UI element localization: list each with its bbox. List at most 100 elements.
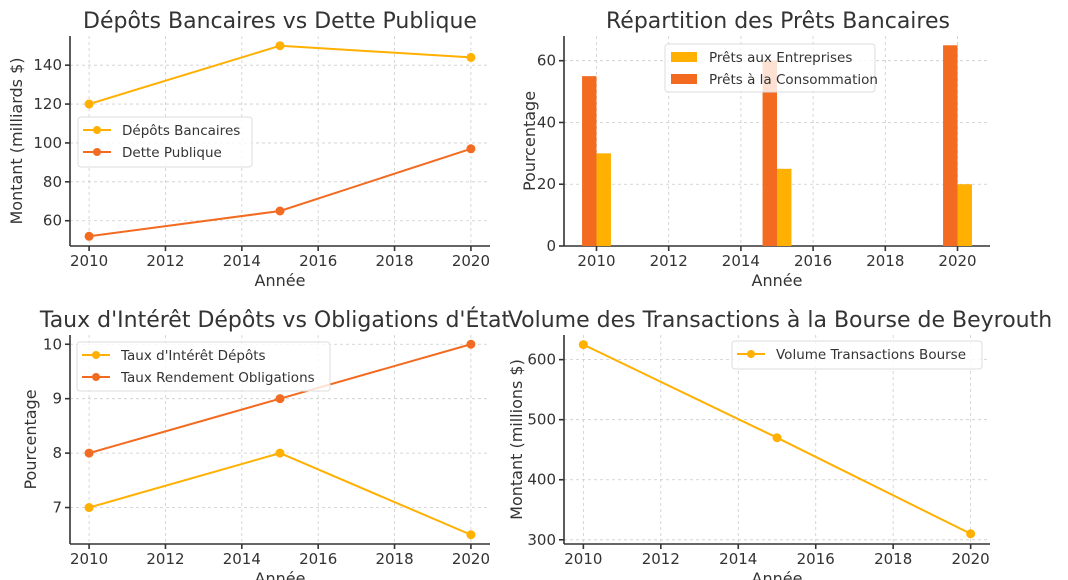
x-tick-label: 2012 [146,252,184,270]
legend-label: Dépôts Bancaires [122,123,240,139]
y-tick-label: 9 [52,390,62,408]
chart-title: Taux d'Intérêt Dépôts vs Obligations d'É… [39,307,511,333]
y-tick-label: 600 [527,351,556,369]
legend: Taux d'Intérêt Dépôts Taux Rendement Obli… [76,341,331,392]
x-tick-label: 2012 [650,252,688,270]
y-axis-label: Pourcentage [520,91,539,191]
x-tick-label: 2020 [452,550,490,568]
legend-marker-icon [92,373,100,381]
x-tick-label: 2016 [797,550,835,568]
data-point [275,206,285,216]
data-point [84,448,94,458]
legend-swatch [671,52,697,62]
legend: Dépôts Bancaires Dette Publique [77,116,253,168]
x-tick-label: 2014 [722,252,760,270]
x-tick-label: 2012 [146,550,184,568]
legend-label: Taux d'Intérêt Dépôts [120,348,266,364]
y-tick-label: 10 [43,335,62,353]
x-tick-label: 2018 [375,550,413,568]
bar-entreprises [957,184,972,246]
y-tick-label: 80 [43,173,62,191]
legend: Prêts aux Entreprises Prêts à la Consomma… [664,43,878,93]
data-point [966,529,976,539]
x-tick-label: 2020 [952,550,990,568]
bar-consommation [762,60,777,246]
series-line [88,452,472,536]
subplot-4: 2010 2012 2014 2016 2018 2020 300 400 500 600 Volu… [507,308,1052,580]
legend-swatch [671,74,697,84]
bar-entreprises [777,168,792,246]
legend-marker-icon [747,350,755,358]
legend-label: Taux Rendement Obligations [120,370,315,386]
chart-title: Volume des Transactions à la Bourse de B… [508,308,1052,333]
x-tick-label: 2010 [70,550,108,568]
data-point [275,41,285,51]
legend: Volume Transactions Bourse [731,340,983,370]
x-tick-label: 2010 [564,550,602,568]
y-tick-label: 500 [527,411,556,429]
y-tick-label: 120 [33,95,62,113]
data-point [578,340,588,350]
y-tick-label: 140 [33,56,62,74]
x-tick-label: 2016 [299,252,337,270]
x-tick-label: 2016 [794,252,832,270]
subplot-2: 2010 2012 2014 2016 2018 2020 0 20 40 60 Répartiti… [520,9,990,290]
data-point [275,448,285,458]
chart-title: Répartition des Prêts Bancaires [606,9,950,34]
y-tick-label: 0 [546,237,556,255]
x-axis-label: Année [752,569,803,580]
x-tick-label: 2014 [719,550,757,568]
bar-consommation [943,45,958,246]
y-tick-label: 7 [52,499,62,517]
legend-label: Volume Transactions Bourse [776,347,966,363]
x-tick-label: 2018 [866,252,904,270]
x-axis-label: Année [255,271,306,290]
y-tick-label: 100 [33,134,62,152]
x-tick-label: 2020 [938,252,976,270]
data-point [466,52,476,62]
bar-consommation [582,76,597,246]
y-tick-label: 60 [43,212,62,230]
x-tick-label: 2018 [874,550,912,568]
x-tick-label: 2014 [223,252,261,270]
y-tick-label: 400 [527,471,556,489]
x-tick-label: 2016 [299,550,337,568]
legend-box [76,341,331,392]
x-axis-label: Année [255,569,306,580]
legend-label: Prêts aux Entreprises [709,50,852,66]
x-tick-label: 2012 [642,550,680,568]
x-axis-label: Année [752,271,803,290]
data-point [466,339,476,349]
x-tick-label: 2010 [577,252,615,270]
y-tick-label: 20 [537,175,556,193]
legend-marker-icon [93,126,101,134]
data-point [466,530,476,540]
y-tick-label: 60 [537,52,556,70]
legend-box [664,43,876,93]
y-axis-label: Montant (millions $) [507,359,526,520]
data-point [84,99,94,109]
subplot-3: 2010 2012 2014 2016 2018 2020 7 8 9 10 Taux d'Inté… [21,307,510,580]
legend-marker-icon [93,148,101,156]
y-tick-label: 40 [537,113,556,131]
y-axis-label: Montant (milliards $) [7,57,26,224]
data-point [466,144,476,154]
bar-entreprises [596,153,611,246]
subplot-1: 2010 2012 2014 2016 2018 2020 60 80 100 120 140 Dép… [7,9,490,290]
y-tick-label: 300 [527,531,556,549]
data-point [275,394,285,404]
y-tick-label: 8 [52,444,62,462]
data-point [84,231,94,241]
x-tick-label: 2018 [375,252,413,270]
series-line [88,44,471,106]
x-tick-label: 2014 [223,550,261,568]
data-point [84,503,94,513]
chart-title: Dépôts Bancaires vs Dette Publique [83,9,477,34]
legend-marker-icon [92,351,100,359]
data-point [772,433,782,443]
legend-label: Prêts à la Consommation [709,72,878,88]
x-tick-label: 2020 [452,252,490,270]
x-tick-label: 2010 [70,252,108,270]
legend-box [731,340,983,370]
